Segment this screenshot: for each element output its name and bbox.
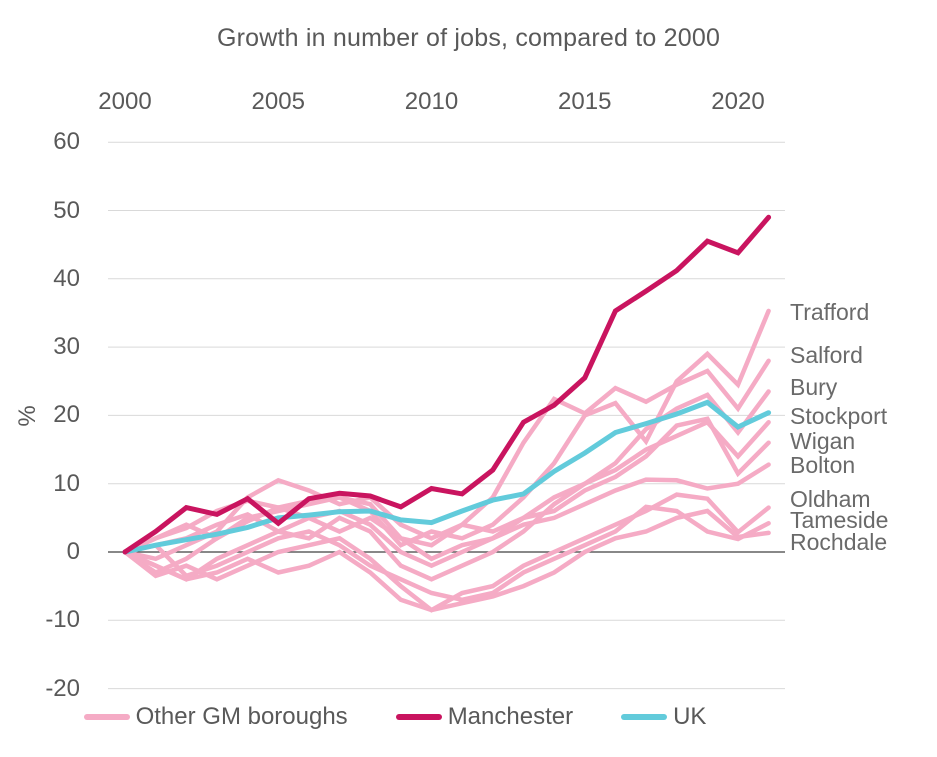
series-line-stockport [122, 419, 771, 569]
legend-item-other-gm-boroughs: Other GM boroughs [83, 703, 348, 731]
legend-swatch-pink-line [83, 714, 130, 720]
series-end-label-oldham: Oldham [790, 486, 871, 513]
series-line-manchester [122, 214, 772, 555]
x-tick-label: 2010 [404, 88, 459, 115]
series-line-uk [122, 399, 772, 555]
series-end-label-wigan: Wigan [790, 428, 856, 455]
series-end-label-stockport: Stockport [790, 402, 888, 429]
y-tick-label: 60 [53, 128, 80, 156]
y-tick-label: 50 [53, 196, 80, 224]
legend-item-uk: UK [621, 703, 706, 731]
series-line-wigan [122, 416, 771, 562]
series-end-label-trafford: Trafford [790, 298, 870, 325]
series-end-label-bury: Bury [790, 374, 838, 401]
x-tick-label: 2000 [98, 88, 152, 115]
legend-label: Manchester [447, 703, 574, 730]
y-tick-label: 10 [53, 469, 80, 497]
y-tick-label: -10 [45, 606, 80, 634]
series-line-bolton [122, 462, 771, 562]
legend-item-manchester: Manchester [395, 703, 574, 731]
y-tick-label: 40 [53, 264, 80, 292]
x-tick-label: 2005 [251, 88, 305, 115]
legend-label: Other GM boroughs [135, 703, 348, 730]
y-tick-label: 20 [53, 401, 80, 429]
series-line-oldham [122, 492, 771, 613]
x-tick-label: 2020 [711, 88, 765, 115]
series-end-label-salford: Salford [790, 341, 863, 368]
y-tick-label: 30 [53, 333, 80, 361]
legend-label: UK [673, 703, 707, 730]
y-tick-label: 0 [66, 538, 80, 565]
series-end-label-tameside: Tameside [790, 507, 889, 534]
series-end-label-bolton: Bolton [790, 451, 856, 478]
series-line-rochdale [122, 508, 771, 613]
series-end-label-rochdale: Rochdale [790, 529, 888, 556]
chart-title: Growth in number of jobs, compared to 20… [216, 24, 721, 52]
legend: Other GM boroughs Manchester UK [0, 703, 790, 731]
series-line-tameside [122, 504, 771, 603]
y-tick-label: -20 [45, 674, 80, 702]
x-tick-label: 2015 [558, 88, 612, 115]
legend-swatch-uk-line [621, 714, 668, 720]
legend-swatch-manchester-line [395, 714, 442, 720]
